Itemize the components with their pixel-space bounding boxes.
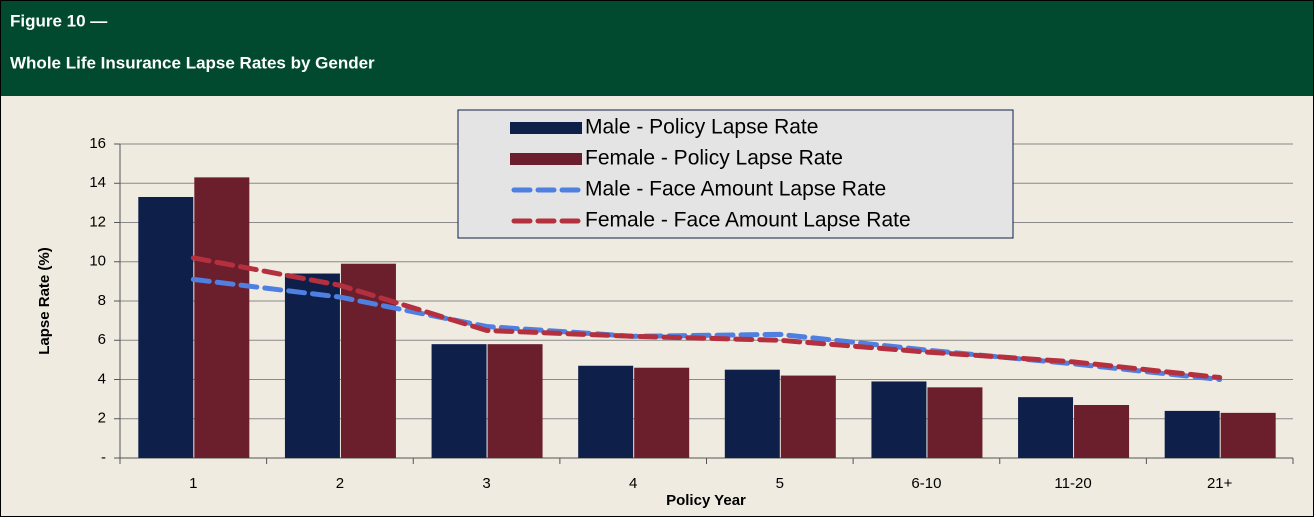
y-tick-label: 8 [98, 292, 106, 309]
x-tick-label: 3 [482, 475, 490, 492]
bar [194, 177, 250, 459]
x-tick-label: 21+ [1207, 475, 1233, 492]
legend-swatch [510, 153, 582, 165]
bar [780, 375, 836, 458]
chart-subtitle: Whole Life Insurance Lapse Rates by Gend… [10, 53, 375, 72]
line [190, 255, 1223, 381]
x-tick-label: 5 [776, 475, 784, 492]
y-tick-label: 16 [89, 135, 106, 152]
bar [284, 273, 340, 458]
bar [1220, 412, 1276, 458]
bar [724, 369, 780, 458]
legend-label: Female - Face Amount Lapse Rate [585, 209, 911, 232]
bar [1018, 397, 1074, 458]
bar [578, 365, 634, 458]
line [190, 276, 1223, 382]
bar [1074, 405, 1130, 458]
y-tick-label: 2 [98, 410, 106, 427]
x-axis-label: Policy Year [666, 492, 746, 509]
legend-swatch [510, 122, 582, 134]
bar [871, 381, 927, 458]
bar [431, 344, 487, 458]
y-tick-label: - [101, 449, 106, 466]
x-tick-label: 6-10 [911, 475, 941, 492]
bar [927, 387, 983, 458]
x-tick-label: 2 [336, 475, 344, 492]
x-tick-label: 4 [629, 475, 637, 492]
x-tick-label: 11-20 [1054, 475, 1091, 492]
y-tick-label: 14 [89, 174, 106, 191]
y-axis-label: Lapse Rate (%) [36, 247, 53, 355]
y-tick-label: 4 [98, 370, 106, 387]
y-tick-label: 12 [89, 213, 106, 230]
bar [487, 344, 543, 458]
header [0, 0, 1314, 96]
bar [1164, 410, 1220, 458]
chart-title: Figure 10 — [10, 11, 107, 30]
y-tick-label: 6 [98, 331, 106, 348]
legend-label: Male - Face Amount Lapse Rate [585, 178, 886, 201]
legend-label: Male - Policy Lapse Rate [585, 116, 818, 139]
bar [634, 367, 690, 458]
legend-label: Female - Policy Lapse Rate [585, 147, 843, 170]
bar [138, 196, 194, 459]
x-tick-label: 1 [189, 475, 197, 492]
y-tick-label: 10 [89, 253, 106, 270]
